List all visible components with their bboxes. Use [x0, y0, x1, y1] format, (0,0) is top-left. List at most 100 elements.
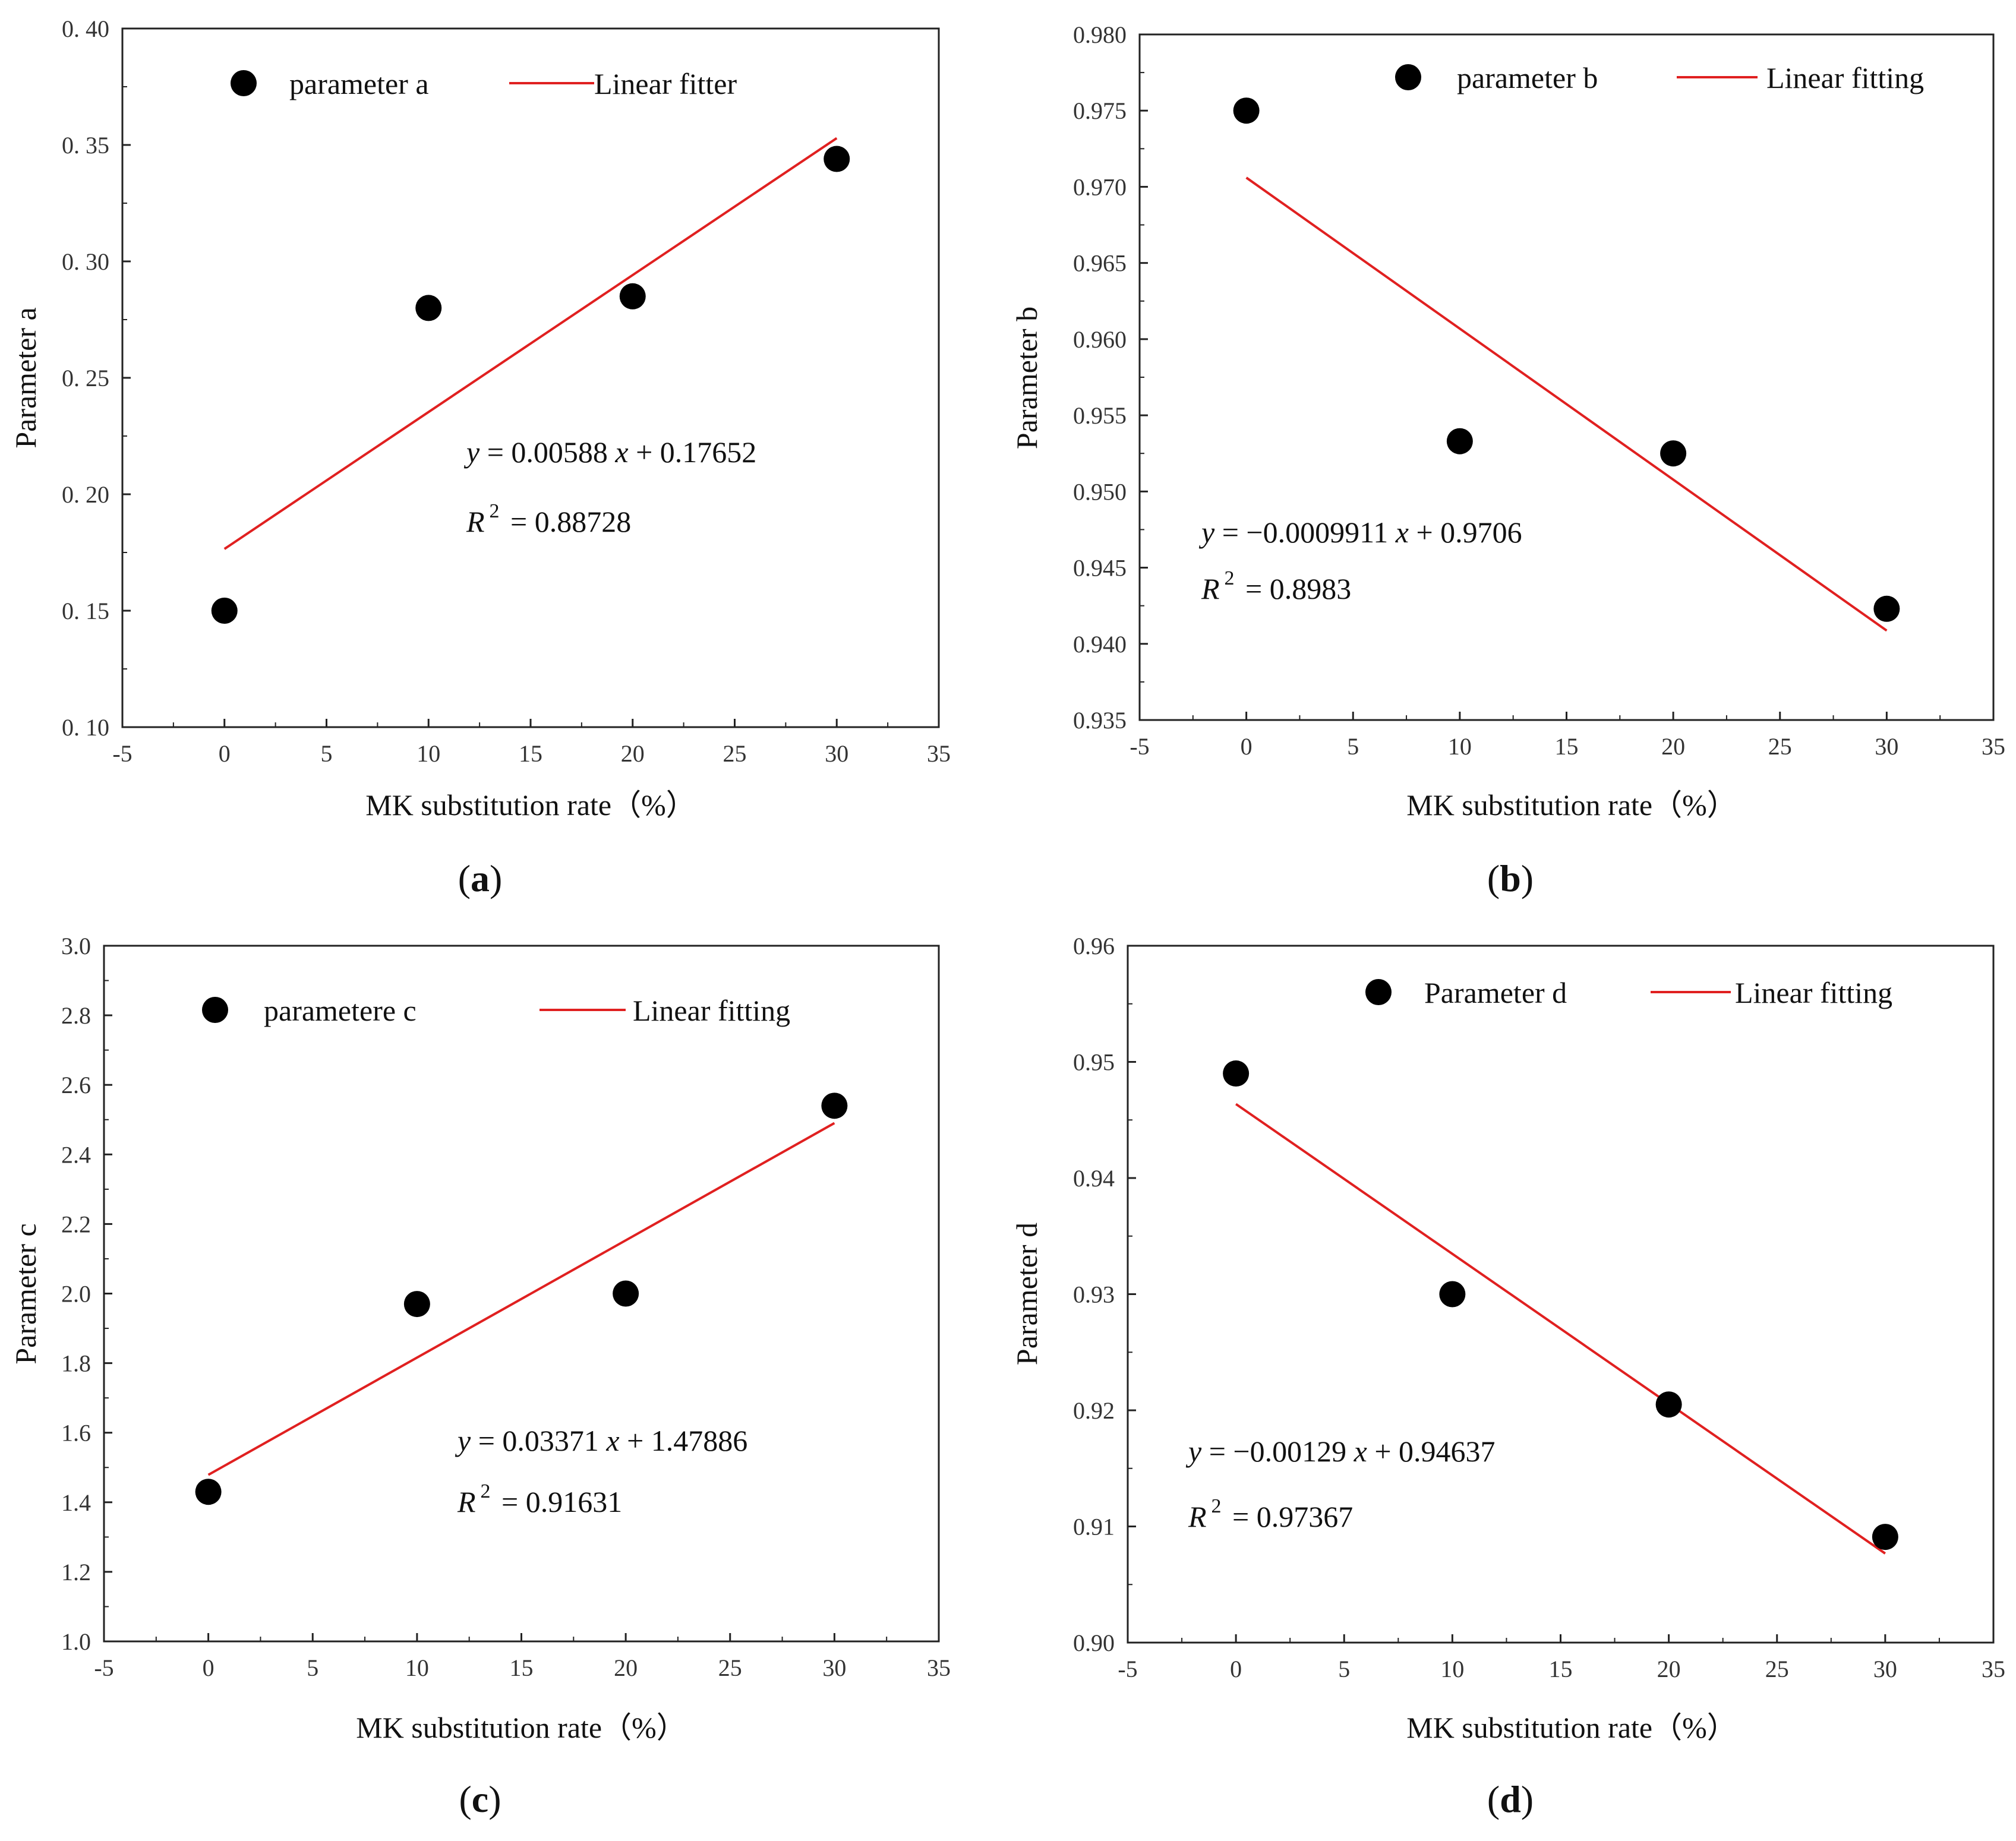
y-tick-label: 0. 35 — [62, 132, 109, 159]
equation-slope: = −0.0009911 — [1214, 516, 1396, 549]
data-point — [195, 1479, 222, 1505]
y-tick-label: 0.940 — [1073, 631, 1127, 658]
fit-equation: y = 0.00588 x + 0.17652 — [463, 435, 756, 469]
caption-open-paren: ( — [459, 1778, 471, 1820]
y-tick-label: 1.6 — [61, 1420, 91, 1447]
y-tick-label: 0.950 — [1073, 478, 1127, 505]
data-point — [613, 1280, 639, 1307]
caption-open-paren: ( — [458, 857, 471, 899]
equation-x-var: x — [1354, 1435, 1367, 1468]
legend-label-line: Linear fitting — [633, 994, 790, 1027]
fit-line — [1235, 1103, 1886, 1555]
caption-close-paren: ) — [488, 1778, 501, 1820]
y-tick-label: 0. 20 — [62, 481, 109, 508]
chart-panel-b: -5 0 5 10 15 20 25 30 35 0.935 0.940 0.945 0.950 0.95… — [1010, 21, 2005, 899]
x-axis-title: MK substitution rate（%） — [365, 788, 696, 822]
x-tick-label: 35 — [927, 740, 951, 767]
equation-x-var: x — [614, 435, 628, 469]
x-tick-label: 10 — [1440, 1656, 1464, 1682]
y-axis-title: Parameter c — [9, 1223, 42, 1364]
caption-close-paren: ) — [1521, 857, 1534, 899]
x-tick-label: 0 — [1241, 733, 1252, 760]
y-tick-label: 2.4 — [61, 1141, 91, 1168]
x-tick-label: 30 — [825, 740, 848, 767]
x-tick-label: 5 — [321, 740, 333, 767]
x-tick-label: 0 — [203, 1654, 214, 1681]
x-tick-label: 10 — [417, 740, 440, 767]
legend-label-points: parameter b — [1457, 61, 1598, 94]
caption-letter: b — [1500, 857, 1521, 899]
x-tick-label: 20 — [1657, 1656, 1681, 1682]
x-axis-title: MK substitution rate（%） — [1406, 1711, 1737, 1744]
fit-equation: y = −0.00129 x + 0.94637 — [1185, 1435, 1496, 1468]
chart-panel-a: -5 0 5 10 15 20 25 30 35 0. 10 0. 15 0. 20 0. 25 0. 3… — [9, 15, 951, 899]
r-squared-exponent: 2 — [1225, 567, 1235, 589]
y-tick-label: 0.975 — [1073, 97, 1127, 124]
r-squared-symbol: R — [1201, 572, 1220, 605]
x-tick-label: 20 — [614, 1654, 638, 1681]
x-tick-label: 25 — [718, 1654, 742, 1681]
x-tick-label: 30 — [1875, 733, 1898, 760]
y-tick-label: 0. 10 — [62, 714, 109, 741]
x-axis-title: MK substitution rate（%） — [356, 1711, 686, 1744]
equation-y-var: y — [455, 1424, 471, 1457]
y-tick-label: 0.960 — [1073, 326, 1127, 353]
y-tick-label: 0.95 — [1073, 1049, 1115, 1076]
x-tick-label: -5 — [1118, 1656, 1137, 1682]
y-tick-label: 0. 15 — [62, 598, 109, 624]
fit-line — [223, 137, 838, 550]
y-tick-label: 2.8 — [61, 1002, 91, 1029]
data-point — [403, 1291, 430, 1318]
r-squared-symbol: R — [457, 1485, 476, 1518]
r-squared-value: = 0.88728 — [503, 505, 632, 538]
x-tick-label: 30 — [1873, 1656, 1897, 1682]
y-tick-label: 3.0 — [61, 933, 91, 959]
y-tick-label: 0. 40 — [62, 15, 109, 42]
x-axis-title: MK substitution rate（%） — [1406, 788, 1737, 822]
data-point — [619, 283, 646, 310]
r-squared-symbol: R — [1188, 1500, 1207, 1533]
fit-line — [207, 1122, 835, 1476]
y-tick-label: 0.980 — [1073, 21, 1127, 48]
data-point — [1872, 1524, 1898, 1551]
equation-intercept: + 0.17652 — [629, 435, 757, 469]
plot-frame — [103, 945, 940, 1643]
x-tick-label: 25 — [1765, 1656, 1789, 1682]
equation-intercept: + 0.94637 — [1367, 1435, 1496, 1468]
y-tick-label: 1.2 — [61, 1559, 91, 1586]
equation-slope: = 0.00588 — [479, 435, 615, 469]
x-tick-label: 25 — [1768, 733, 1792, 760]
r-squared-exponent: 2 — [481, 1480, 491, 1502]
data-point — [415, 295, 442, 321]
x-tick-label: 15 — [1549, 1656, 1573, 1682]
x-tick-label: 30 — [822, 1654, 846, 1681]
y-tick-label: 0.955 — [1073, 402, 1127, 429]
y-tick-label: 1.8 — [61, 1350, 91, 1377]
x-tick-label: 5 — [307, 1654, 318, 1681]
fit-equation: y = 0.03371 x + 1.47886 — [455, 1424, 747, 1457]
x-tick-label: 5 — [1338, 1656, 1350, 1682]
equation-y-var: y — [463, 435, 480, 469]
caption-letter: a — [471, 857, 490, 899]
x-tick-label: 35 — [1982, 733, 2005, 760]
y-tick-label: 0.94 — [1073, 1165, 1115, 1192]
data-point — [1655, 1391, 1682, 1418]
data-point — [1439, 1281, 1466, 1308]
r-squared-exponent: 2 — [1212, 1495, 1222, 1517]
y-tick-label: 0.92 — [1073, 1397, 1115, 1424]
legend-marker-points — [231, 70, 257, 96]
data-point — [1660, 440, 1687, 467]
panel-caption: (a) — [458, 857, 503, 899]
y-tick-label: 1.0 — [61, 1628, 91, 1655]
caption-open-paren: ( — [1487, 857, 1500, 899]
x-tick-label: 15 — [519, 740, 542, 767]
caption-letter: d — [1500, 1778, 1521, 1820]
legend-label-points: Parameter d — [1424, 976, 1567, 1009]
y-tick-label: 2.0 — [61, 1281, 91, 1308]
legend-label-points: parametere c — [264, 994, 417, 1027]
x-tick-label: -5 — [1130, 733, 1149, 760]
chart-panel-c: -5 0 5 10 15 20 25 30 35 1.0 1.2 1.4 1.6 1.8 2.0 2.2 2.4… — [9, 933, 951, 1820]
